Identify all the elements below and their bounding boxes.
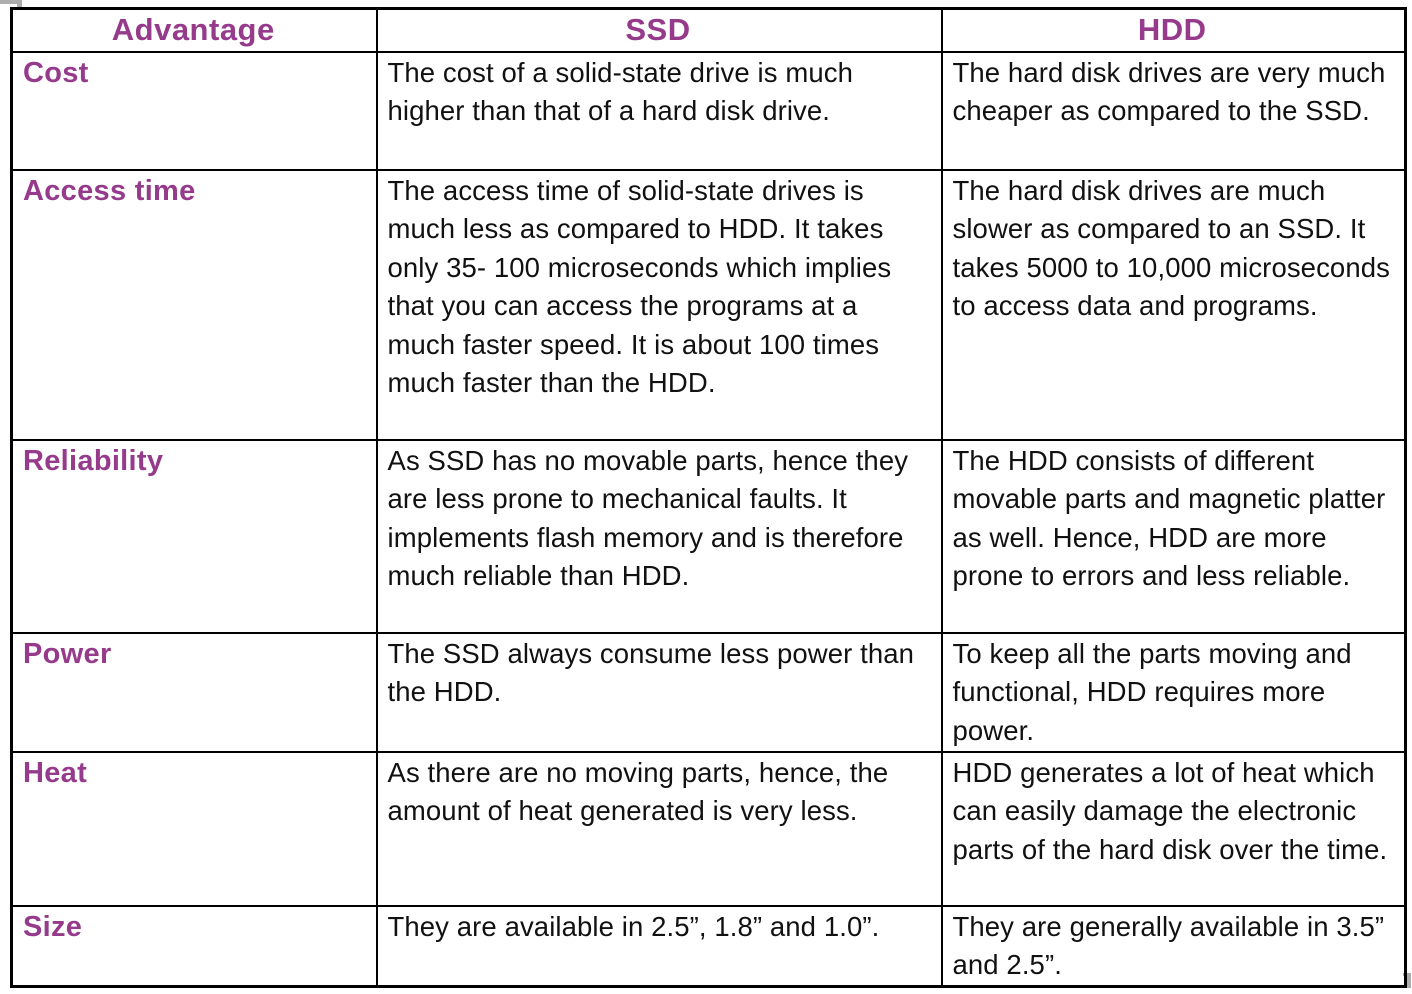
table-row-heat: Heat As there are no moving parts, hence… [10, 750, 1407, 907]
column-header-advantage: Advantage [10, 7, 378, 53]
table-row-cost: Cost The cost of a solid-state drive is … [10, 50, 1407, 171]
ssd-cell: As SSD has no movable parts, hence they … [375, 438, 943, 634]
advantage-cell: Heat [10, 750, 378, 907]
table-row-size: Size They are available in 2.5”, 1.8” an… [10, 904, 1407, 987]
table-row-access-time: Access time The access time of solid-sta… [10, 168, 1407, 441]
ssd-cell: The cost of a solid-state drive is much … [375, 50, 943, 171]
hdd-cell: The HDD consists of different movable pa… [940, 438, 1407, 634]
hdd-cell: They are generally available in 3.5” and… [940, 904, 1407, 987]
table-header-row: Advantage SSD HDD [10, 7, 1407, 53]
table-row-power: Power The SSD always consume less power … [10, 631, 1407, 753]
hdd-cell: To keep all the parts moving and functio… [940, 631, 1407, 753]
ssd-cell: The access time of solid-state drives is… [375, 168, 943, 441]
column-header-hdd: HDD [940, 7, 1407, 53]
advantage-cell: Access time [10, 168, 378, 441]
advantage-cell: Reliability [10, 438, 378, 634]
column-header-ssd: SSD [375, 7, 943, 53]
hdd-cell: The hard disk drives are very much cheap… [940, 50, 1407, 171]
ssd-cell: As there are no moving parts, hence, the… [375, 750, 943, 907]
hdd-cell: HDD generates a lot of heat which can ea… [940, 750, 1407, 907]
corner-artifact-top-left [0, 0, 22, 4]
ssd-hdd-comparison-table: Advantage SSD HDD Cost The cost of a sol… [10, 7, 1407, 988]
advantage-cell: Size [10, 904, 378, 987]
corner-artifact-bottom-right [1407, 973, 1411, 988]
ssd-cell: The SSD always consume less power than t… [375, 631, 943, 753]
advantage-cell: Cost [10, 50, 378, 171]
ssd-cell: They are available in 2.5”, 1.8” and 1.0… [375, 904, 943, 987]
advantage-cell: Power [10, 631, 378, 753]
table-row-reliability: Reliability As SSD has no movable parts,… [10, 438, 1407, 634]
hdd-cell: The hard disk drives are much slower as … [940, 168, 1407, 441]
